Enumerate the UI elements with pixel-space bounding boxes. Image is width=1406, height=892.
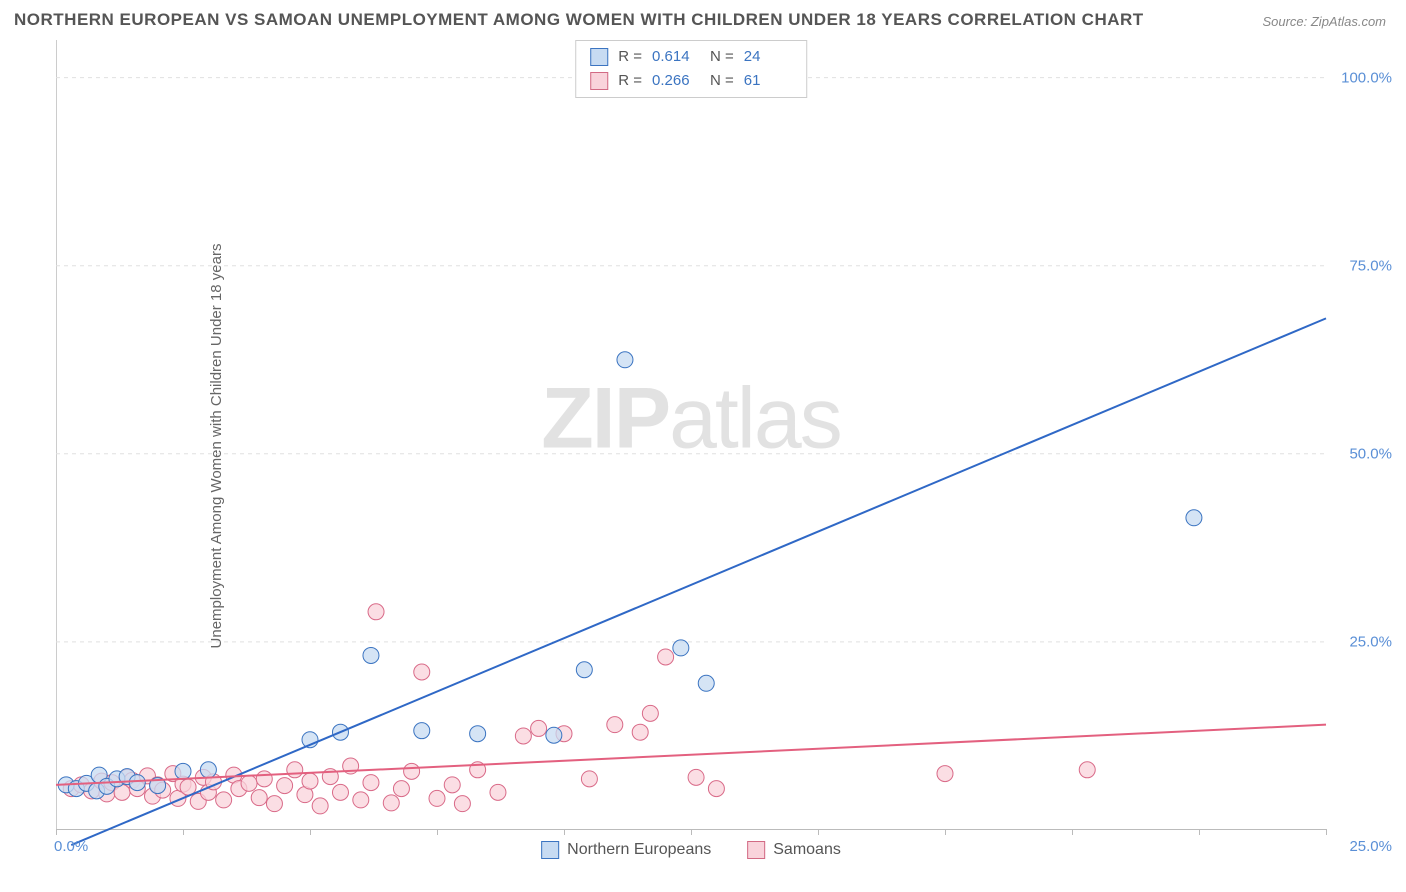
n-label: N =	[710, 69, 734, 93]
series-legend: Northern Europeans Samoans	[541, 841, 841, 859]
r-value-blue: 0.614	[652, 45, 700, 69]
legend-item-blue: Northern Europeans	[541, 841, 711, 859]
r-value-pink: 0.266	[652, 69, 700, 93]
x-tick	[310, 829, 311, 835]
x-tick	[56, 829, 57, 835]
legend-item-pink: Samoans	[747, 841, 841, 859]
n-value-pink: 61	[744, 69, 792, 93]
legend-row-blue: R = 0.614 N = 24	[590, 45, 792, 69]
scatter-svg	[56, 40, 1326, 829]
swatch-pink-icon	[590, 72, 608, 90]
r-label: R =	[618, 69, 642, 93]
x-tick	[818, 829, 819, 835]
y-tick-label: 75.0%	[1349, 257, 1392, 274]
correlation-legend: R = 0.614 N = 24 R = 0.266 N = 61	[575, 40, 807, 98]
x-axis-min-label: 0.0%	[54, 838, 88, 855]
y-tick-label: 50.0%	[1349, 445, 1392, 462]
x-tick	[437, 829, 438, 835]
source-attribution: Source: ZipAtlas.com	[1262, 14, 1386, 29]
x-tick	[564, 829, 565, 835]
swatch-blue-icon	[590, 48, 608, 66]
swatch-pink-icon	[747, 841, 765, 859]
x-tick	[1072, 829, 1073, 835]
legend-row-pink: R = 0.266 N = 61	[590, 69, 792, 93]
y-tick-label: 100.0%	[1341, 69, 1392, 86]
n-value-blue: 24	[744, 45, 792, 69]
x-axis-max-label: 25.0%	[1349, 838, 1392, 855]
legend-label-pink: Samoans	[773, 841, 841, 859]
x-tick	[691, 829, 692, 835]
x-tick	[945, 829, 946, 835]
x-tick	[1199, 829, 1200, 835]
y-tick-label: 25.0%	[1349, 633, 1392, 650]
x-tick	[1326, 829, 1327, 835]
plot-area: ZIPatlas R = 0.614 N = 24 R = 0.266 N = …	[56, 40, 1326, 830]
legend-label-blue: Northern Europeans	[567, 841, 711, 859]
swatch-blue-icon	[541, 841, 559, 859]
chart-title: NORTHERN EUROPEAN VS SAMOAN UNEMPLOYMENT…	[14, 10, 1144, 30]
x-tick	[183, 829, 184, 835]
n-label: N =	[710, 45, 734, 69]
r-label: R =	[618, 45, 642, 69]
